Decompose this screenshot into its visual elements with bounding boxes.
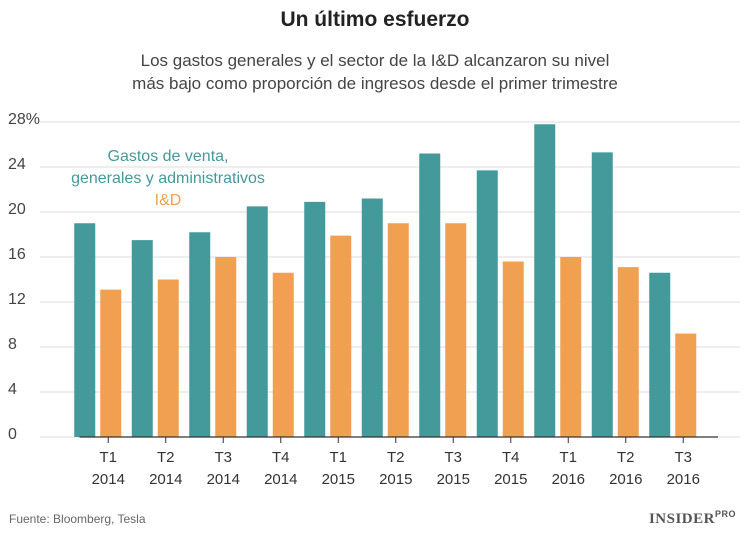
x-tick-label: T4 2014 xyxy=(264,449,298,488)
x-tick-label: T4 2015 xyxy=(494,449,528,488)
bar xyxy=(419,153,441,437)
bar xyxy=(591,152,613,437)
bar xyxy=(387,223,409,437)
y-tick-label: 20 xyxy=(8,201,26,219)
bar xyxy=(74,223,96,437)
x-tick-label: T3 2014 xyxy=(206,449,240,488)
x-tick-label: T2 2014 xyxy=(149,449,183,488)
legend-entry: Gastos de venta, generales y administrat… xyxy=(71,148,265,187)
bar xyxy=(189,232,211,437)
x-tick-label: T1 2014 xyxy=(91,449,125,488)
bar xyxy=(272,272,294,437)
bar xyxy=(361,198,383,437)
bar xyxy=(502,261,524,437)
bar xyxy=(476,170,498,437)
y-tick-label: 12 xyxy=(8,291,26,309)
y-tick-label: 4 xyxy=(8,381,17,399)
x-tick-label: T1 2015 xyxy=(321,449,355,488)
x-tick-label: T1 2016 xyxy=(551,449,585,488)
bar xyxy=(100,289,122,437)
bar xyxy=(246,206,268,437)
x-tick-label: T2 2015 xyxy=(379,449,413,488)
y-tick-label: 0 xyxy=(8,426,17,444)
chart-title: Un último esfuerzo xyxy=(280,8,470,31)
bar xyxy=(534,124,556,437)
y-tick-label: 28% xyxy=(8,111,41,129)
bar xyxy=(215,257,237,437)
source: Fuente: Bloomberg, Tesla xyxy=(9,512,146,526)
y-tick-label: 8 xyxy=(8,336,17,354)
bar xyxy=(445,223,467,437)
x-tick-label: T2 2016 xyxy=(609,449,643,488)
bar xyxy=(560,257,582,437)
bar xyxy=(617,267,639,437)
bar xyxy=(157,279,179,437)
bar xyxy=(131,240,153,437)
bar xyxy=(330,235,352,437)
legend-entry: I&D xyxy=(154,192,182,209)
brand-suffix: PRO xyxy=(714,509,736,519)
y-tick-label: 16 xyxy=(8,246,26,264)
bar xyxy=(649,272,671,437)
bar xyxy=(304,201,326,437)
brand-name: INSIDER xyxy=(648,511,715,527)
brand: INSIDERPRO xyxy=(649,509,736,528)
x-tick-label: T3 2016 xyxy=(666,449,700,488)
chart-subtitle: Los gastos generales y el sector de la I… xyxy=(132,51,618,93)
x-tick-label: T3 2015 xyxy=(436,449,470,488)
bar xyxy=(675,333,697,437)
y-tick-label: 24 xyxy=(8,156,26,174)
